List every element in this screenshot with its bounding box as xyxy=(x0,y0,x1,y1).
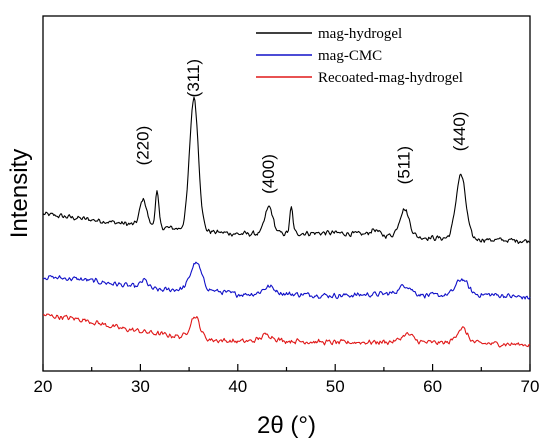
peak-label: (400) xyxy=(259,154,278,194)
legend-label: mag-hydrogel xyxy=(318,26,402,42)
peak-label: (311) xyxy=(184,59,203,97)
series-line-3 xyxy=(42,313,531,348)
x-tick-label: 30 xyxy=(131,377,150,396)
series-line-2 xyxy=(43,261,531,300)
legend: mag-hydrogel mag-CMC Recoated-mag-hydrogel xyxy=(256,26,463,86)
x-tick-label: 60 xyxy=(423,377,442,396)
x-tick-label: 50 xyxy=(326,377,345,396)
y-axis-title: Intensity xyxy=(6,149,33,238)
x-tick-labels: 20 30 40 50 60 70 xyxy=(34,377,540,396)
peak-label: (440) xyxy=(450,112,469,152)
series-layer xyxy=(42,96,531,348)
peak-label: (220) xyxy=(133,126,152,166)
series-line-1 xyxy=(42,96,531,245)
peak-annotations: (220) (311) (400) (511) (440) xyxy=(133,59,469,194)
legend-label: mag-CMC xyxy=(318,48,382,64)
x-tick-label: 20 xyxy=(34,377,53,396)
x-axis-title: 2θ (°) xyxy=(257,412,316,439)
x-tick-label: 40 xyxy=(228,377,247,396)
x-tick-label: 70 xyxy=(521,377,540,396)
peak-label: (511) xyxy=(394,146,413,184)
legend-label: Recoated-mag-hydrogel xyxy=(318,70,463,86)
tick-marks xyxy=(42,364,531,371)
